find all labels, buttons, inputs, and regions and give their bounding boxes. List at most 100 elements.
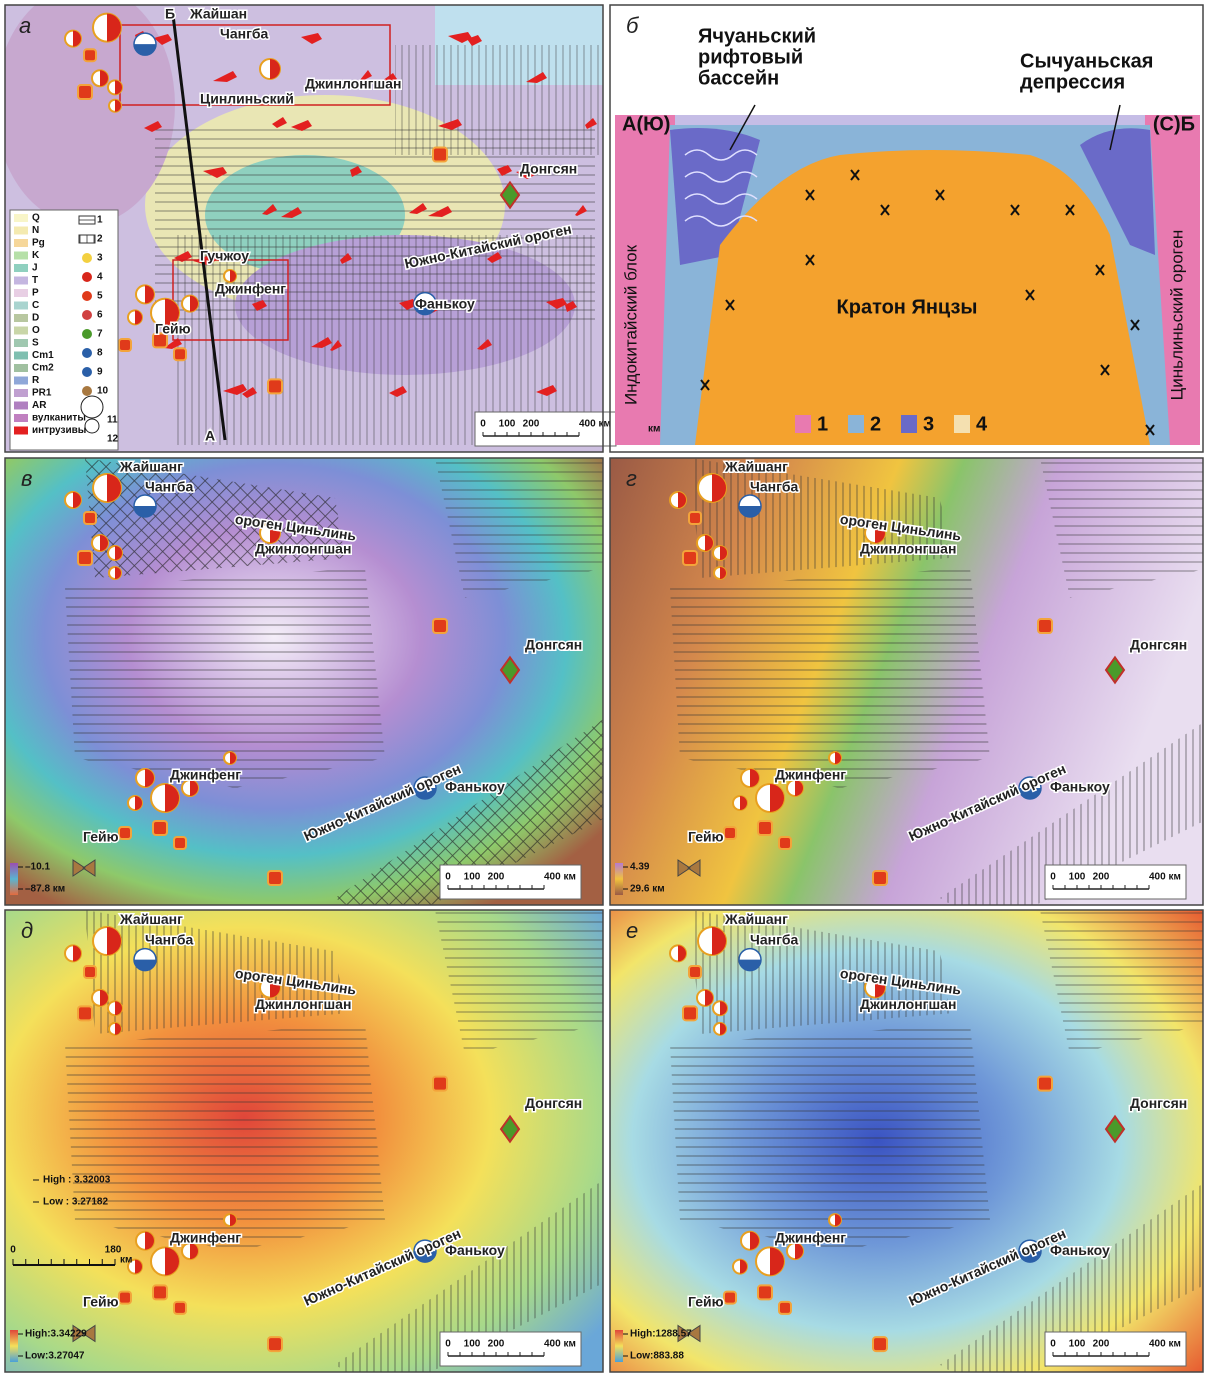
label: High:1288.57	[630, 1329, 692, 1340]
deposit-symbol	[153, 1285, 167, 1299]
label: 400 км	[544, 1339, 576, 1350]
label: 7	[97, 329, 103, 340]
label: Q	[32, 213, 40, 224]
legend-swatch	[14, 252, 28, 260]
label: Cm1	[32, 350, 54, 361]
label: Жайшанг	[724, 459, 788, 475]
label: 2	[870, 413, 881, 435]
deposit-symbol	[1038, 1077, 1052, 1091]
label: Гучжоу	[200, 248, 249, 264]
label: Low:883.88	[630, 1351, 684, 1362]
deposit-symbol	[174, 1302, 186, 1314]
label: Джинфенг	[775, 1229, 846, 1245]
legend-swatch	[14, 302, 28, 310]
label: г	[626, 466, 637, 491]
color-ramp	[10, 1330, 18, 1362]
deposit-symbol	[724, 1292, 736, 1304]
label: Джинлонгшан	[255, 996, 351, 1012]
deposit-symbol	[119, 339, 131, 351]
legend-swatch	[14, 289, 28, 297]
label: Чангба	[750, 932, 799, 948]
label: 100	[499, 419, 516, 430]
label: 200	[1093, 1339, 1110, 1350]
label: Джинлонгшан	[305, 76, 401, 92]
deposit-symbol	[758, 1285, 772, 1299]
label: 0	[1050, 872, 1056, 883]
label: Фанькоу	[1050, 779, 1110, 795]
label: 5	[97, 291, 103, 302]
deposit-symbol	[84, 966, 96, 978]
label: 100	[1069, 872, 1086, 883]
label: N	[32, 225, 39, 236]
deposit-symbol	[119, 1292, 131, 1304]
deposit-symbol	[78, 551, 92, 565]
label: Жайшанг	[724, 911, 788, 927]
label: Фанькоу	[1050, 1242, 1110, 1258]
deposit-symbol	[689, 512, 701, 524]
legend-swatch	[82, 348, 92, 358]
legend-swatch	[901, 415, 917, 433]
legend-swatch	[82, 386, 92, 396]
deposit-symbol	[683, 551, 697, 565]
legend-swatch	[82, 272, 92, 282]
hatch-area	[395, 45, 605, 155]
label: Джинфенг	[215, 281, 286, 297]
label: 100	[1069, 1339, 1086, 1350]
deposit-symbol	[433, 1077, 447, 1091]
legend-swatch	[82, 291, 92, 301]
label: Cm2	[32, 363, 54, 374]
label: 1	[97, 215, 103, 226]
label: Pg	[32, 238, 45, 249]
deposit-symbol	[268, 1337, 282, 1351]
label: T	[32, 275, 38, 286]
label: в	[21, 466, 32, 491]
figure: БЖайшанЧангбаЦинлиньскийДжинлонгшанГучжо…	[0, 0, 1206, 1375]
deposit-symbol	[724, 827, 736, 839]
label: 10	[97, 386, 109, 397]
deposit-symbol	[268, 379, 282, 393]
label: (С)Б	[1153, 113, 1195, 135]
legend-swatch	[79, 216, 95, 224]
label: 400 км	[544, 872, 576, 883]
deposit-symbol	[84, 512, 96, 524]
legend-swatch	[14, 264, 28, 272]
label: 0	[10, 1245, 16, 1256]
label: PR1	[32, 388, 52, 399]
label: Гейю	[155, 321, 191, 337]
label: 0	[480, 419, 486, 430]
label: 200	[488, 1339, 505, 1350]
label: 4.39	[630, 862, 650, 873]
label: J	[32, 263, 38, 274]
label: –10.1	[25, 862, 50, 873]
label: 11	[107, 415, 118, 426]
label: Ячуаньский	[698, 25, 816, 47]
deposit-symbol	[433, 619, 447, 633]
deposit-symbol	[433, 148, 447, 162]
color-ramp	[615, 1330, 623, 1362]
label: А	[205, 428, 215, 444]
label: Джинфенг	[170, 1229, 241, 1245]
legend-swatch	[14, 389, 28, 397]
label: Жайшанг	[119, 911, 183, 927]
label: Чангба	[145, 479, 194, 495]
legend-swatch	[82, 329, 92, 339]
label: 0	[445, 872, 451, 883]
label: 0	[445, 1339, 451, 1350]
deposit-symbol	[873, 871, 887, 885]
label: 200	[523, 419, 540, 430]
legend-swatch	[954, 415, 970, 433]
label: 12	[107, 434, 119, 445]
label: Джинлонгшан	[860, 996, 956, 1012]
deposit-symbol	[174, 837, 186, 849]
deposit-symbol	[779, 1302, 791, 1314]
label: б	[626, 13, 640, 38]
label: Чангба	[220, 26, 269, 42]
label: 29.6 км	[630, 884, 665, 895]
legend-swatch	[14, 402, 28, 410]
label: –87.8 км	[25, 884, 65, 895]
legend-swatch	[14, 377, 28, 385]
label: вулканиты	[32, 413, 86, 424]
legend-swatch	[82, 367, 92, 377]
label: 3	[923, 413, 934, 435]
deposit-symbol	[689, 966, 701, 978]
